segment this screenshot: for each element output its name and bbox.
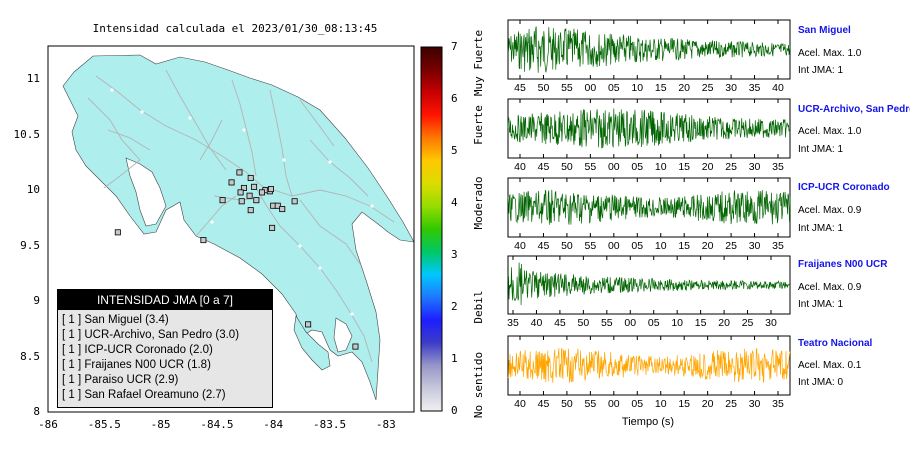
- seismogram-tick-label: 45: [531, 398, 555, 410]
- seismogram-tick-label: 00: [602, 240, 626, 252]
- seismogram-tick-label: 45: [508, 82, 532, 94]
- seismogram-tick-label: 40: [508, 398, 532, 410]
- seismogram-tick-label: 50: [555, 240, 579, 252]
- station-name: San Miguel: [798, 25, 851, 36]
- seismogram-tick-label: 15: [672, 240, 696, 252]
- seismogram-tick-label: 00: [602, 398, 626, 410]
- seismogram-tick-label: 20: [696, 240, 720, 252]
- seismogram-tick-label: 20: [672, 82, 696, 94]
- seismogram-tick-label: 15: [672, 161, 696, 173]
- seismogram-tick-label: 05: [625, 240, 649, 252]
- station-acel: Acel. Max. 0.9: [798, 282, 861, 293]
- seismogram-tick-label: 40: [766, 82, 790, 94]
- seismogram-tick-label: 25: [719, 398, 743, 410]
- seismogram-tick-label: 10: [649, 161, 673, 173]
- station-jma: Int JMA: 1: [798, 223, 843, 234]
- station-acel: Acel. Max. 0.9: [798, 205, 861, 216]
- seismogram-tick-label: 05: [625, 398, 649, 410]
- seismogram-tick-label: 55: [555, 82, 579, 94]
- seismogram-tick-label: 25: [719, 240, 743, 252]
- station-jma: Int JMA: 1: [798, 144, 843, 155]
- seismogram-panels: [0, 0, 910, 460]
- seismogram-tick-label: 50: [531, 82, 555, 94]
- seismogram-tick-label: 50: [555, 161, 579, 173]
- seismogram-tick-label: 10: [665, 317, 689, 329]
- seismogram-tick-label: 20: [696, 161, 720, 173]
- station-name: UCR-Archivo, San Pedro: [798, 104, 910, 115]
- seismogram-tick-label: 20: [712, 317, 736, 329]
- seismogram-tick-label: 05: [602, 82, 626, 94]
- seismogram-tick-label: 35: [766, 398, 790, 410]
- seismogram-tick-label: 35: [766, 240, 790, 252]
- seismogram-tick-label: 00: [602, 161, 626, 173]
- seismogram-tick-label: 30: [719, 82, 743, 94]
- seismogram-tick-label: 45: [531, 240, 555, 252]
- station-name: Fraijanes N00 UCR: [798, 259, 887, 270]
- seismogram-tick-label: 45: [548, 317, 572, 329]
- seismogram-tick-label: 15: [672, 398, 696, 410]
- seismogram-tick-label: 40: [524, 317, 548, 329]
- seismogram-tick-label: 55: [578, 398, 602, 410]
- station-jma: Int JMA: 0: [798, 377, 843, 388]
- seismogram-tick-label: 40: [508, 161, 532, 173]
- station-acel: Acel. Max. 0.1: [798, 360, 861, 371]
- seismogram-tick-label: 40: [508, 240, 532, 252]
- seismogram-tick-label: 25: [736, 317, 760, 329]
- seismogram-tick-label: 20: [696, 398, 720, 410]
- station-name: ICP-UCR Coronado: [798, 182, 890, 193]
- station-jma: Int JMA: 1: [798, 65, 843, 76]
- seismogram-tick-label: 10: [625, 82, 649, 94]
- seismogram-tick-label: 00: [578, 82, 602, 94]
- seismogram-tick-label: 15: [649, 82, 673, 94]
- seismogram-tick-label: 55: [578, 240, 602, 252]
- seismogram-tick-label: 25: [696, 82, 720, 94]
- seismogram-tick-label: 10: [649, 398, 673, 410]
- seismogram-tick-label: 30: [759, 317, 783, 329]
- station-name: Teatro Nacional: [798, 338, 872, 349]
- seismogram-tick-label: 50: [555, 398, 579, 410]
- time-axis-label: Tiempo (s): [598, 416, 698, 428]
- seismogram-tick-label: 15: [689, 317, 713, 329]
- seismogram-tick-label: 30: [743, 161, 767, 173]
- seismogram-tick-label: 00: [618, 317, 642, 329]
- seismogram-tick-label: 25: [719, 161, 743, 173]
- station-acel: Acel. Max. 1.0: [798, 126, 861, 137]
- seismogram-tick-label: 55: [595, 317, 619, 329]
- seismogram-tick-label: 45: [531, 161, 555, 173]
- seismogram-tick-label: 30: [743, 240, 767, 252]
- station-jma: Int JMA: 1: [798, 299, 843, 310]
- seismogram-tick-label: 50: [571, 317, 595, 329]
- seismogram-tick-label: 35: [501, 317, 525, 329]
- seismogram-tick-label: 05: [642, 317, 666, 329]
- seismogram-tick-label: 35: [766, 161, 790, 173]
- seismogram-tick-label: 55: [578, 161, 602, 173]
- seismogram-tick-label: 10: [649, 240, 673, 252]
- station-acel: Acel. Max. 1.0: [798, 48, 861, 59]
- seismogram-tick-label: 35: [743, 82, 767, 94]
- seismogram-tick-label: 05: [625, 161, 649, 173]
- seismogram-tick-label: 30: [743, 398, 767, 410]
